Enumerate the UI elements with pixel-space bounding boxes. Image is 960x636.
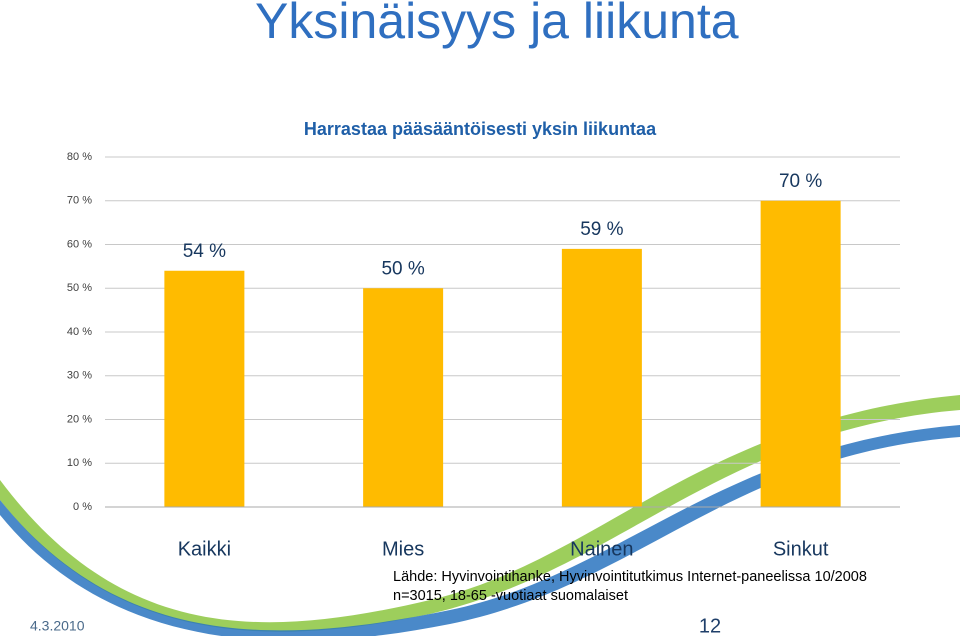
y-tick-label: 80 % [67,151,92,163]
value-label: 54 % [183,241,226,262]
x-tick-label: Kaikki [178,538,231,560]
y-tick-label: 70 % [67,195,92,207]
x-tick-label: Sinkut [773,538,829,560]
bar [760,200,841,507]
chart-title: Harrastaa pääsääntöisesti yksin liikunta… [304,119,657,139]
bar [164,270,245,507]
date: 4.3.2010 [30,618,85,634]
note: n=3015, 18-65 -vuotiaat suomalaiset [393,588,628,604]
y-tick-label: 20 % [67,413,92,425]
y-tick-label: 0 % [73,501,92,513]
plot: 0 % 10 % 20 % 30 % 40 % 50 % 60 % 70 % 80 % Kaikk… [67,151,900,560]
x-tick-label: Mies [382,538,424,560]
y-tick-label: 60 % [67,238,92,250]
y-tick-label: 50 % [67,282,92,294]
y-tick-label: 30 % [67,370,92,382]
page-number: 12 [699,615,721,636]
y-tick-label: 40 % [67,326,92,338]
value-label: 59 % [580,219,623,240]
bar [561,248,642,507]
bar [363,288,444,507]
decoration [0,395,960,636]
source: Lähde: Hyvinvointihanke, Hyvinvointitutk… [393,569,867,585]
y-tick-label: 10 % [67,457,92,469]
slide-title: Yksinäisyys ja liikunta [255,0,739,49]
value-label: 50 % [381,258,424,279]
x-tick-label: Nainen [570,538,633,560]
value-label: 70 % [779,171,822,192]
